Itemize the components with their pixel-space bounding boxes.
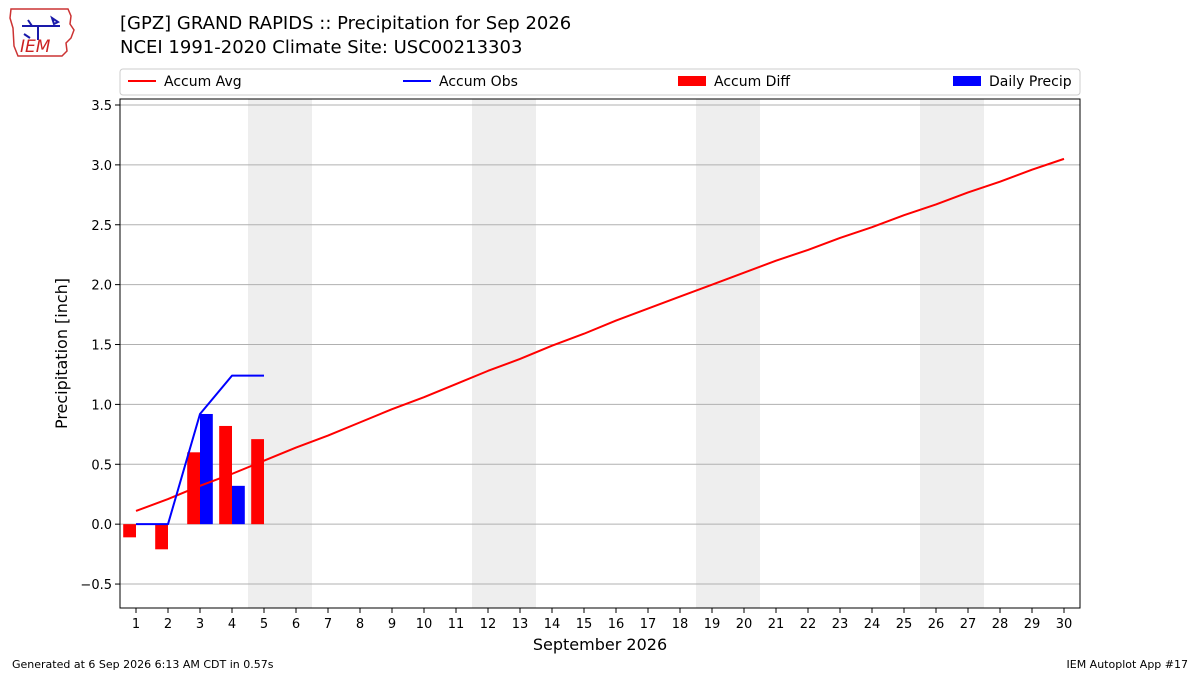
y-tick-label: 2.5 <box>91 219 112 234</box>
accum-diff-bar <box>155 524 168 550</box>
x-tick-label: 27 <box>960 617 977 632</box>
weekend-band <box>696 99 760 608</box>
x-tick-label: 10 <box>416 617 433 632</box>
accum-diff-bar <box>251 439 264 525</box>
x-tick-label: 18 <box>672 617 689 632</box>
accum-diff-bar <box>219 425 232 525</box>
y-tick-label: 1.0 <box>91 398 112 413</box>
weekend-band <box>920 99 984 608</box>
x-tick-label: 26 <box>928 617 945 632</box>
x-tick-label: 28 <box>992 617 1009 632</box>
y-tick-label: 1.5 <box>91 339 112 354</box>
logo-text: IEM <box>20 37 51 57</box>
legend-swatch <box>953 76 981 86</box>
x-tick-label: 16 <box>608 617 625 632</box>
x-tick-label: 25 <box>896 617 913 632</box>
legend-label: Accum Avg <box>164 74 242 90</box>
legend-label: Accum Obs <box>439 74 518 90</box>
x-tick-label: 30 <box>1056 617 1073 632</box>
legend: Accum Avg Accum Obs Accum Diff Daily Precip <box>119 68 1081 96</box>
y-tick-label: 3.0 <box>91 159 112 174</box>
x-axis-label: September 2026 <box>533 635 667 654</box>
x-tick-label: 6 <box>292 617 300 632</box>
y-axis-label: Precipitation [inch] <box>52 278 71 429</box>
iem-logo: IEM <box>8 6 80 60</box>
x-tick-label: 22 <box>800 617 817 632</box>
accum-avg-line <box>135 157 1065 512</box>
x-tick-label: 19 <box>704 617 721 632</box>
x-tick-label: 9 <box>388 617 396 632</box>
y-tick-label: −0.5 <box>80 578 112 593</box>
x-tick-label: 23 <box>832 617 849 632</box>
legend-label: Accum Diff <box>714 74 790 90</box>
daily-precip-bar <box>232 485 245 525</box>
x-tick-label: 8 <box>356 617 364 632</box>
x-tick-label: 1 <box>132 617 140 632</box>
x-tick-label: 5 <box>260 617 268 632</box>
x-tick-label: 13 <box>512 617 529 632</box>
legend-swatch <box>678 76 706 86</box>
x-tick-label: 4 <box>228 617 236 632</box>
legend-label: Daily Precip <box>989 74 1072 90</box>
weekend-band <box>248 99 312 608</box>
weekend-band <box>472 99 536 608</box>
legend-frame <box>119 68 1081 96</box>
x-tick-label: 7 <box>324 617 332 632</box>
x-tick-label: 20 <box>736 617 753 632</box>
x-tick-label: 12 <box>480 617 497 632</box>
chart-subtitle: NCEI 1991-2020 Climate Site: USC00213303 <box>120 37 523 58</box>
chart-title: [GPZ] GRAND RAPIDS :: Precipitation for … <box>120 13 572 34</box>
iem-logo-graphic: IEM <box>9 8 75 57</box>
app-footer: IEM Autoplot App #17 <box>1066 658 1189 671</box>
y-tick-label: 2.0 <box>91 279 112 294</box>
x-tick-label: 14 <box>544 617 561 632</box>
x-tick-label: 21 <box>768 617 785 632</box>
x-tick-label: 17 <box>640 617 657 632</box>
y-tick-label: 0.5 <box>91 458 112 473</box>
daily-precip-bar <box>200 413 213 525</box>
y-tick-label: 0.0 <box>91 518 112 533</box>
x-tick-label: 3 <box>196 617 204 632</box>
y-tick-label: 3.5 <box>91 99 112 114</box>
accum-obs-line <box>136 374 264 526</box>
x-tick-label: 24 <box>864 617 881 632</box>
x-tick-label: 11 <box>448 617 465 632</box>
x-tick-label: 29 <box>1024 617 1041 632</box>
x-tick-label: 15 <box>576 617 593 632</box>
x-tick-label: 2 <box>164 617 172 632</box>
accum-diff-bar <box>123 524 136 538</box>
generated-footer: Generated at 6 Sep 2026 6:13 AM CDT in 0… <box>12 658 274 671</box>
plot-frame <box>119 98 1081 609</box>
